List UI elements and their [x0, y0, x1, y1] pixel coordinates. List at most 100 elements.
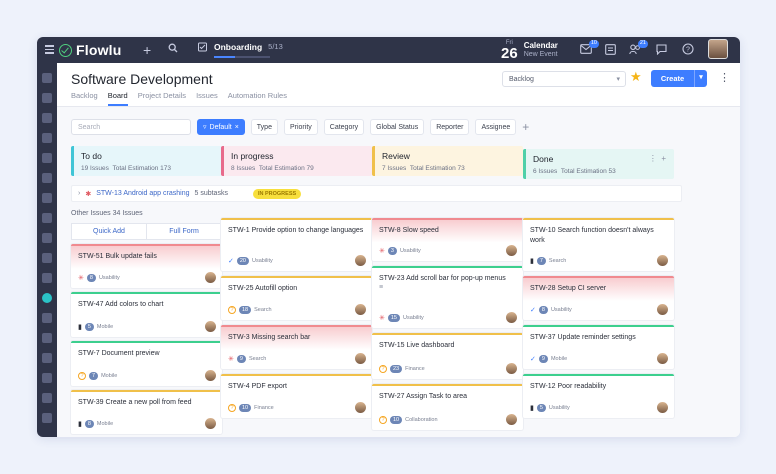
rail-contacts-icon[interactable]	[42, 153, 52, 163]
issue-card[interactable]: STW-25 Autofill option? 18 Search	[221, 276, 372, 320]
filter-global-status[interactable]: Global Status	[370, 119, 425, 135]
issue-title[interactable]: STW-15 Live dashboard	[379, 342, 455, 349]
issue-card[interactable]: STW-47 Add colors to chart ▮ 5 Mobile	[71, 292, 222, 337]
assignee-avatar[interactable]	[355, 353, 366, 364]
issue-card[interactable]: STW-3 Missing search bar ✳ 9 Search	[221, 325, 372, 369]
issue-title[interactable]: STW-7 Document preview	[78, 350, 160, 357]
assignee-avatar[interactable]	[506, 312, 517, 323]
issue-title[interactable]: STW-10 Search function doesn't always wo…	[530, 227, 654, 244]
calendar-new-event[interactable]: New Event	[523, 51, 558, 59]
filter-category[interactable]: Category	[323, 119, 365, 135]
rail-finance-icon[interactable]	[42, 133, 52, 143]
rail-knowledge-icon[interactable]	[42, 333, 52, 343]
issue-title[interactable]: STW-47 Add colors to chart	[78, 301, 164, 308]
quick-add-button[interactable]: Quick Add	[72, 224, 147, 239]
tab-backlog[interactable]: Backlog	[71, 91, 98, 100]
rail-kanban-icon[interactable]	[42, 313, 52, 323]
issue-title[interactable]: STW-39 Create a new poll from feed	[78, 399, 192, 406]
more-options-icon[interactable]: ⋮	[719, 72, 730, 84]
issue-card[interactable]: STW-15 Live dashboard? 23 Finance	[372, 333, 523, 379]
add-filter-icon[interactable]: +	[522, 120, 530, 134]
chat-icon[interactable]	[656, 44, 667, 55]
tab-project-details[interactable]: Project Details	[137, 91, 187, 100]
assignee-avatar[interactable]	[205, 370, 216, 381]
assignee-avatar[interactable]	[657, 255, 668, 266]
rail-dashboard-icon[interactable]	[42, 73, 52, 83]
assignee-avatar[interactable]	[657, 304, 668, 315]
onboarding-widget[interactable]: Onboarding 5/13	[197, 41, 283, 52]
rail-calendar-icon[interactable]	[42, 193, 52, 203]
sprint-select[interactable]: Backlog ▾	[502, 71, 626, 87]
assignee-avatar[interactable]	[506, 245, 517, 256]
issue-title[interactable]: STW-12 Poor readability	[530, 383, 607, 390]
tab-issues[interactable]: Issues	[196, 91, 218, 100]
rail-agile-icon[interactable]	[42, 293, 52, 303]
issue-title[interactable]: STW-28 Setup CI server	[530, 285, 607, 292]
issue-title[interactable]: STW-25 Autofill option	[228, 285, 298, 292]
assignee-avatar[interactable]	[205, 272, 216, 283]
tasks-icon[interactable]	[605, 44, 616, 55]
epic-title[interactable]: STW-13 Android app crashing	[96, 190, 190, 197]
issue-card[interactable]: STW-8 Slow speed ✳ 3 Usability	[372, 218, 523, 261]
issue-card[interactable]: STW-51 Bulk update fails ✳ 8 Usability	[71, 244, 222, 288]
assignee-avatar[interactable]	[355, 255, 366, 266]
full-form-button[interactable]: Full Form	[169, 228, 199, 235]
favorite-star-icon[interactable]: ★	[630, 69, 642, 84]
issue-card[interactable]: STW-12 Poor readability ▮ 5 Usability	[523, 374, 674, 418]
tab-board[interactable]: Board	[107, 91, 128, 106]
help-icon[interactable]: ?	[682, 43, 694, 55]
close-icon[interactable]: ×	[234, 123, 239, 131]
chevron-right-icon[interactable]: ›	[78, 190, 81, 197]
search-input[interactable]: Search	[71, 119, 191, 135]
issue-title[interactable]: STW-27 Assign Task to area	[379, 393, 468, 400]
assignee-avatar[interactable]	[657, 353, 668, 364]
issue-card[interactable]: STW-10 Search function doesn't always wo…	[523, 218, 674, 271]
rail-projects-icon[interactable]	[42, 213, 52, 223]
assignee-avatar[interactable]	[355, 402, 366, 413]
issue-title[interactable]: STW-51 Bulk update fails	[78, 253, 157, 260]
filter-type[interactable]: Type	[250, 119, 278, 135]
issue-title[interactable]: STW-37 Update reminder settings	[530, 334, 636, 341]
logo[interactable]: Flowlu	[59, 41, 122, 59]
issue-card[interactable]: STW-7 Document preview? 7 Mobile	[71, 341, 222, 386]
assignee-avatar[interactable]	[657, 402, 668, 413]
issue-title[interactable]: STW-1 Provide option to change languages	[228, 227, 364, 234]
issue-title[interactable]: STW-3 Missing search bar	[228, 334, 311, 341]
menu-icon[interactable]	[45, 45, 55, 54]
rail-products-icon[interactable]	[42, 353, 52, 363]
assignee-avatar[interactable]	[506, 414, 517, 425]
assignee-avatar[interactable]	[506, 363, 517, 374]
assignee-avatar[interactable]	[205, 418, 216, 429]
assignee-avatar[interactable]	[205, 321, 216, 332]
assignee-avatar[interactable]	[355, 304, 366, 315]
issue-card[interactable]: STW-23 Add scroll bar for pop-up menus ≡ ✳…	[372, 266, 523, 328]
rail-sales-icon[interactable]	[42, 113, 52, 123]
add-icon[interactable]: +	[143, 42, 152, 58]
issue-card[interactable]: STW-37 Update reminder settings ✓ 9 Mobile	[523, 325, 674, 369]
issue-card[interactable]: STW-27 Assign Task to area? 10 Collaborati…	[372, 384, 523, 430]
column-actions[interactable]: ⋮ +	[648, 154, 666, 163]
people-icon[interactable]: 21	[629, 40, 648, 55]
tab-automation-rules[interactable]: Automation Rules	[227, 91, 287, 100]
issue-title[interactable]: STW-8 Slow speed	[379, 227, 439, 234]
issue-title[interactable]: STW-23 Add scroll bar for pop-up menus	[379, 275, 506, 282]
rail-timesheet-icon[interactable]	[42, 273, 52, 283]
default-filter-button[interactable]: ▿ Default ×	[197, 119, 245, 135]
rail-chat-icon[interactable]	[42, 393, 52, 403]
user-avatar[interactable]	[708, 39, 728, 59]
filter-reporter[interactable]: Reporter	[430, 119, 470, 135]
create-dropdown-icon[interactable]: ▾	[694, 70, 707, 87]
issue-card[interactable]: STW-39 Create a new poll from feed ▮ 8 Mobi…	[71, 390, 222, 434]
rail-settings-icon[interactable]	[42, 413, 52, 423]
rail-reports-icon[interactable]	[42, 373, 52, 383]
rail-tasks-icon[interactable]	[42, 173, 52, 183]
issue-card[interactable]: STW-1 Provide option to change languages…	[221, 218, 372, 271]
filter-assignee[interactable]: Assignee	[475, 119, 517, 135]
issue-title[interactable]: STW-4 PDF export	[228, 383, 287, 390]
epic-row[interactable]: › ✱ STW-13 Android app crashing 5 subtas…	[71, 185, 682, 202]
filter-priority[interactable]: Priority	[283, 119, 318, 135]
rail-mail-icon[interactable]	[42, 253, 52, 263]
search-icon[interactable]	[168, 43, 178, 53]
rail-docs-icon[interactable]	[42, 233, 52, 243]
issue-card[interactable]: STW-28 Setup CI server ✓ 8 Usability	[523, 276, 674, 320]
